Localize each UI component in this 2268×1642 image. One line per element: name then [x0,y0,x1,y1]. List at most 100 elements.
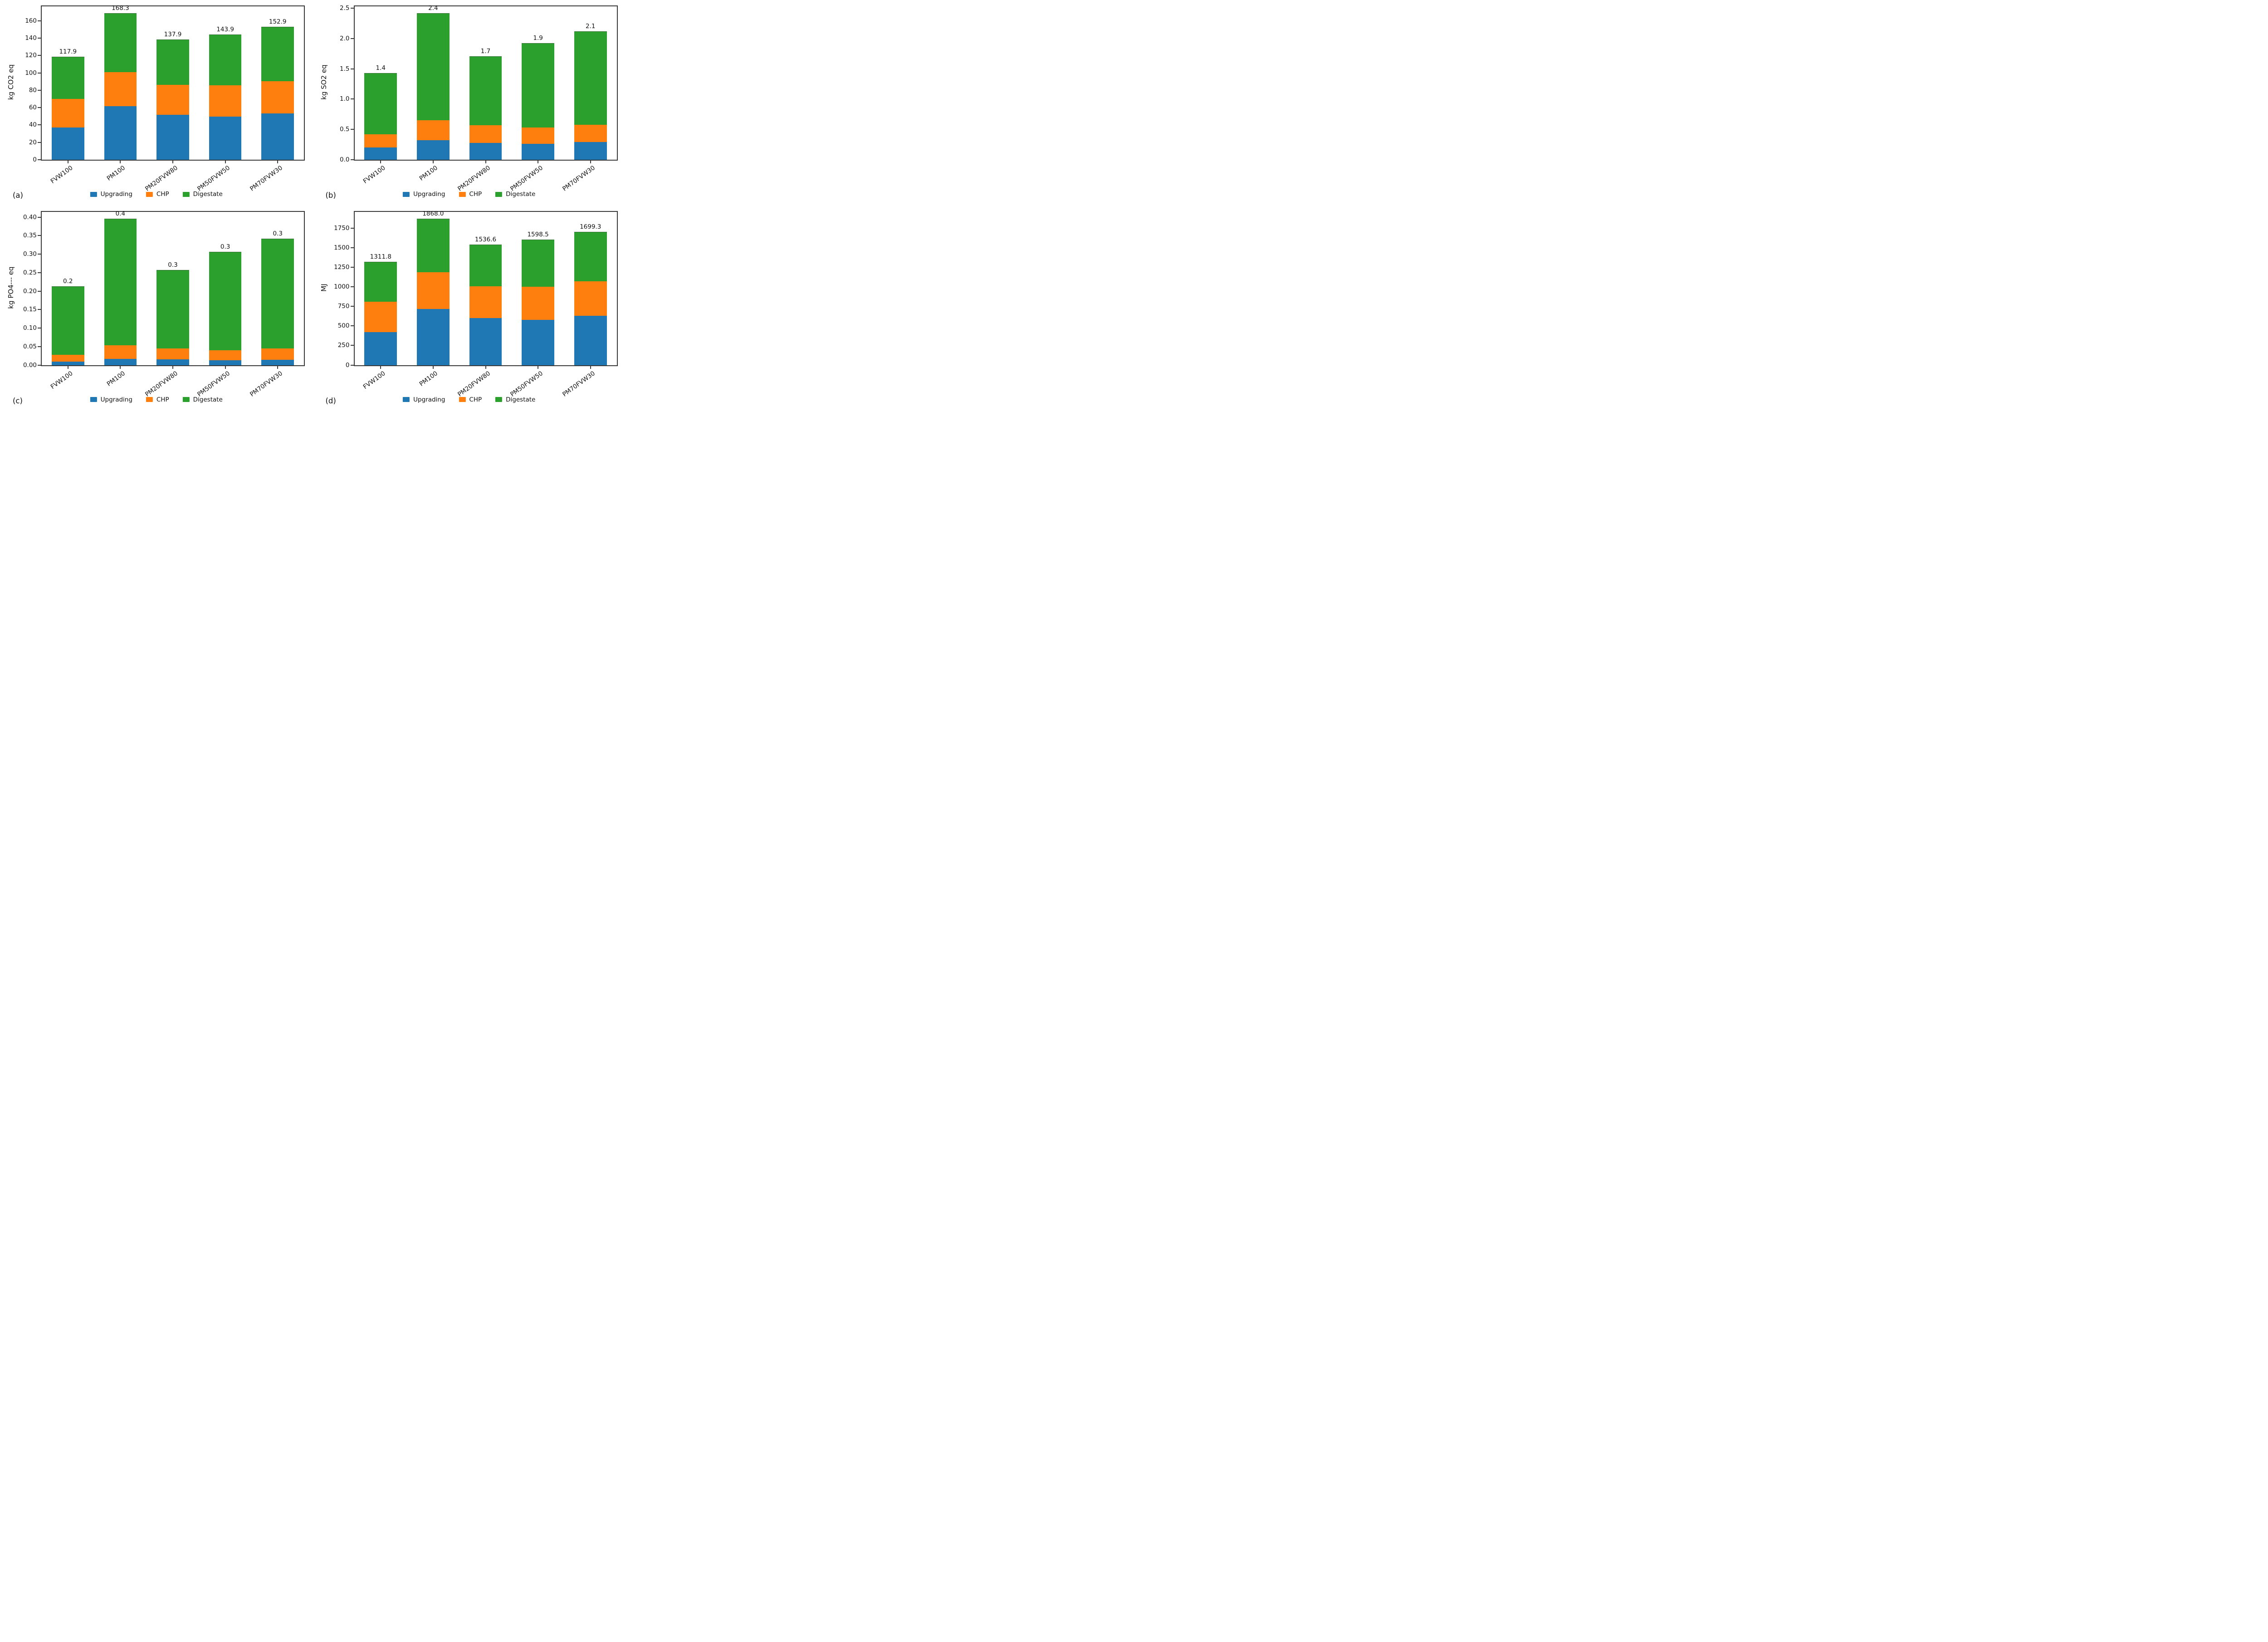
bar-segment-chp [364,301,397,333]
bar-segment-digestate [209,34,242,86]
y-tick-mark [350,345,354,346]
legend-item: Upgrading [403,191,445,198]
y-tick-label: 1.0 [340,95,350,103]
bar-segment-upgrading [574,315,607,365]
y-tick-mark [38,38,41,39]
x-tick-mark [590,160,591,163]
legend-item: Upgrading [90,191,132,198]
bar-segment-digestate [261,238,294,348]
x-tick-mark [380,365,381,369]
x-tick-mark [277,365,279,369]
legend-label: CHP [156,191,169,198]
y-tick-label: 0.35 [23,232,37,240]
bar-segment-digestate [364,262,397,302]
x-tick-label: PM70FVW30 [561,164,597,193]
y-axis-label: kg PO4--- eq [7,266,15,309]
legend: Upgrading CHP Digestate [90,191,223,198]
bar-segment-upgrading [417,309,450,365]
x-tick-label: PM100 [105,164,127,182]
x-tick-label: FVW100 [49,164,74,185]
bar-total-label: 1699.3 [580,223,601,230]
y-tick-mark [350,286,354,288]
bar-segment-upgrading [104,358,137,365]
legend-label: Digestate [506,396,536,403]
legend-row: (b) Upgrading CHP Digestate [313,191,626,201]
bar-total-label: 117.9 [59,48,77,56]
y-tick-label: 1000 [334,283,350,291]
bar-segment-digestate [104,13,137,72]
bar-segment-chp [51,98,84,128]
legend-item: Digestate [495,191,535,198]
bar-segment-digestate [261,26,294,81]
bar-total-label: 1598.5 [527,230,549,238]
y-tick-label: 140 [25,34,37,42]
bar-segment-chp [417,272,450,309]
y-tick-mark [38,107,41,108]
bar-segment-digestate [417,218,450,273]
bar-segment-digestate [364,73,397,134]
y-tick-mark [38,89,41,91]
legend-label: Upgrading [413,191,445,198]
legend-swatch-chp [146,191,153,197]
bar-segment-chp [104,345,137,359]
y-tick-mark [38,309,41,310]
bar-total-label: 137.9 [164,31,182,39]
bar-segment-chp [156,348,189,360]
x-tick-label: PM20FVW80 [456,369,492,398]
figure-stacked-bar-grid: kg CO2 eq 0 20 40 60 80 100 120 140 160 117.9 FVW1… [0,0,626,411]
bar-segment-chp [574,124,607,142]
x-tick-label: PM100 [105,369,127,388]
bar-segment-digestate [156,39,189,85]
x-tick-label: PM20FVW80 [456,164,492,193]
legend-label: Digestate [193,396,223,403]
y-tick-label: 0 [345,361,350,369]
legend-label: CHP [469,191,482,198]
legend-swatch-chp [146,397,153,402]
chart-panel-b: kg SO2 eq 0.0 0.5 1.0 1.5 2.0 2.5 1.4 FVW100 2.4… [313,0,626,206]
x-tick-label: PM70FVW30 [248,369,284,398]
y-tick-label: 2.5 [340,5,350,12]
plot-area: 0.0 0.5 1.0 1.5 2.0 2.5 1.4 FVW100 2.4 PM100 1.7 PM… [340,5,618,193]
y-tick-label: 0.10 [23,324,37,332]
legend: Upgrading CHP Digestate [90,396,223,403]
bar-segment-chp [261,80,294,113]
x-tick-label: FVW100 [362,164,387,185]
x-tick-mark [485,160,486,163]
y-tick-mark [38,272,41,273]
y-tick-mark [350,247,354,248]
bar-total-label: 168.3 [112,5,129,12]
y-tick-mark [350,306,354,307]
legend-item: CHP [146,396,169,403]
y-tick-label: 0.40 [23,213,37,221]
bar-segment-chp [364,133,397,148]
x-tick-mark [432,160,434,163]
x-tick-label: PM50FVW50 [508,369,544,398]
legend-swatch-digestate [495,397,503,402]
bar-segment-digestate [469,244,502,287]
legend-swatch-digestate [182,191,190,197]
y-tick-label: 250 [337,342,350,349]
y-tick-label: 20 [29,138,37,146]
x-tick-mark [120,365,121,369]
x-tick-label: FVW100 [362,369,387,391]
y-tick-label: 500 [337,322,350,330]
legend-item: Digestate [495,396,535,403]
bar-segment-digestate [51,57,84,99]
x-tick-mark [225,160,226,163]
x-tick-label: PM70FVW30 [561,369,597,398]
y-tick-label: 750 [337,303,350,310]
x-tick-label: FVW100 [49,369,74,391]
x-tick-mark [120,160,121,163]
bar-segment-upgrading [469,142,502,160]
bar-segment-upgrading [209,117,242,160]
legend-label: CHP [469,396,482,403]
legend-label: Digestate [506,191,536,198]
bar-total-label: 0.2 [63,277,73,285]
bar-segment-chp [51,354,84,362]
x-tick-mark [277,160,279,163]
bar-segment-digestate [417,13,450,121]
y-axis-label: kg SO2 eq [319,64,328,100]
bar-total-label: 0.3 [220,243,230,251]
bar-total-label: 0.4 [115,210,126,217]
bar-total-label: 1.7 [480,47,491,55]
